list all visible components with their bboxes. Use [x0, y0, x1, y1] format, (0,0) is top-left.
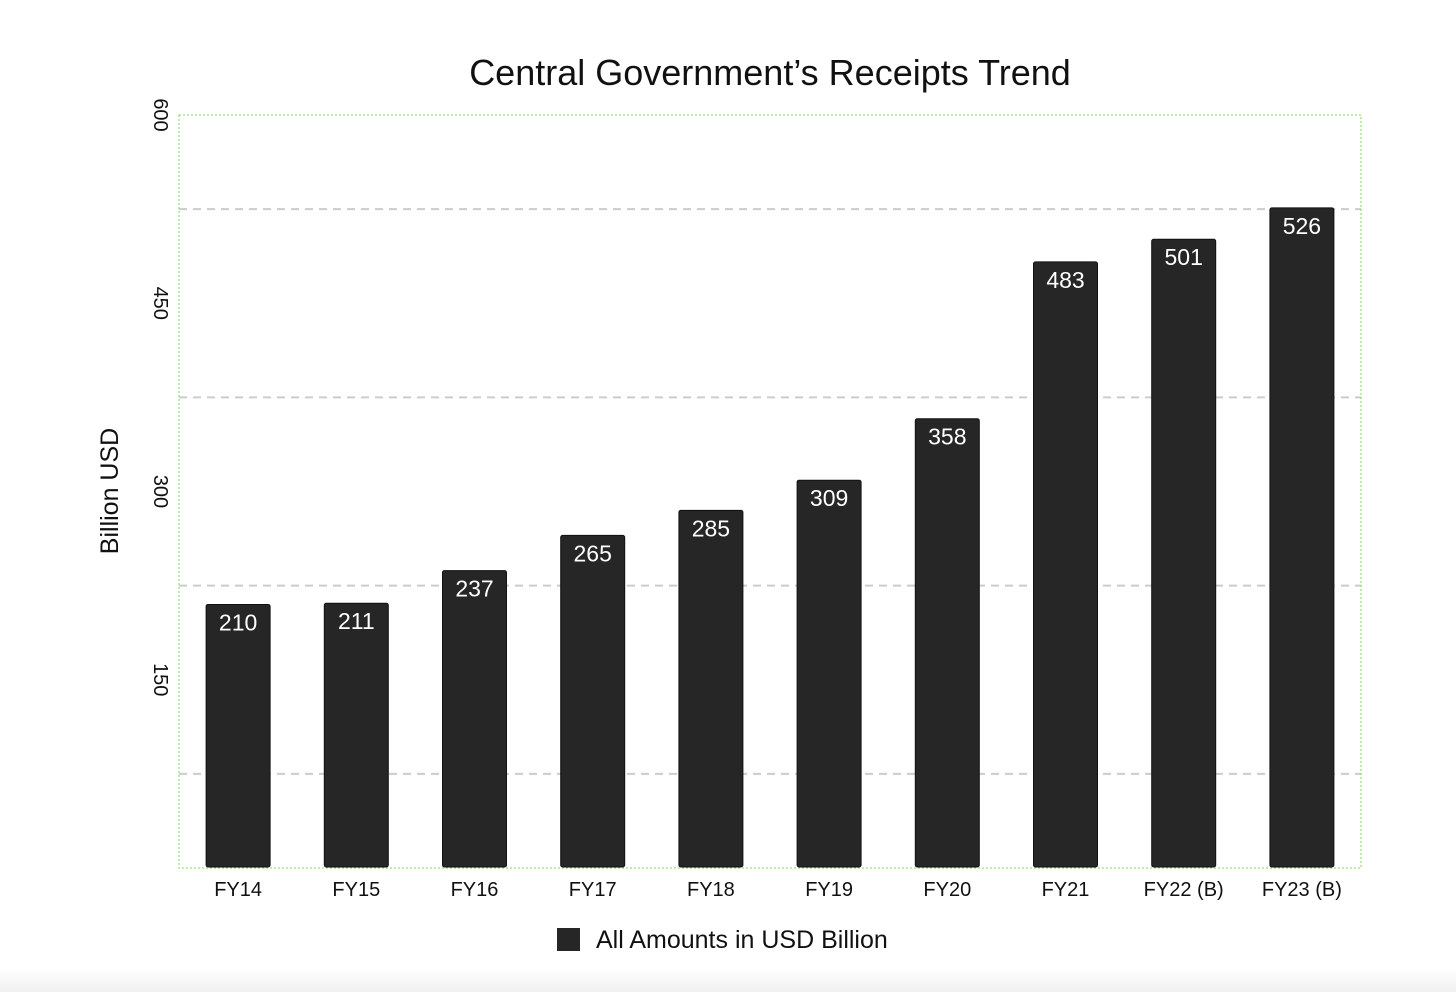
bottom-fade [0, 968, 1456, 992]
bar [678, 509, 744, 868]
x-tick-label: FY15 [332, 879, 380, 901]
bar-value-label: 526 [1283, 213, 1321, 239]
legend-label: All Amounts in USD Billion [596, 926, 888, 954]
bar [1151, 238, 1217, 868]
x-tick-label: FY23 (B) [1262, 879, 1342, 901]
x-tick-label: FY17 [569, 879, 617, 901]
bar [442, 570, 507, 868]
y-tick-label: 150 [149, 663, 171, 696]
y-axis-title: Billion USD [96, 428, 124, 554]
bar-value-label: 501 [1165, 244, 1203, 270]
bar [1033, 261, 1098, 868]
x-tick-label: FY18 [687, 879, 735, 901]
bar-value-label: 358 [928, 424, 966, 450]
bar [323, 602, 389, 868]
bar-value-label: 285 [692, 515, 730, 541]
bars [205, 207, 1335, 868]
bar [796, 479, 862, 868]
bar [1269, 207, 1335, 868]
legend: All Amounts in USD Billion [557, 926, 888, 954]
chart-title: Central Government’s Receipts Trend [469, 52, 1071, 93]
bar-data-labels: 210 211 237 265 285 309 358 483 501 526 [219, 213, 1321, 636]
y-tick-label: 600 [149, 98, 171, 131]
bar [914, 418, 980, 868]
y-tick-label: 300 [149, 475, 171, 508]
x-tick-label: FY19 [805, 879, 853, 901]
plot-frame-border [178, 114, 1362, 869]
x-tick-label: FY21 [1042, 879, 1090, 901]
bar-value-label: 237 [455, 576, 493, 602]
bar-value-label: 210 [219, 609, 257, 635]
x-tick-label: FY16 [451, 879, 499, 901]
bar [560, 534, 626, 868]
bar-value-label: 211 [338, 608, 375, 634]
x-tick-label: FY20 [923, 879, 971, 901]
y-axis-ticks: 150 300 450 600 [149, 98, 171, 696]
legend-swatch [557, 928, 580, 951]
bar-value-label: 483 [1046, 267, 1084, 293]
x-axis-categories: FY14 FY15 FY16 FY17 FY18 FY19 FY20 FY21 FY22 (B)… [214, 879, 1342, 901]
bar-value-label: 309 [810, 485, 848, 511]
x-tick-label: FY14 [214, 879, 262, 901]
plot-frame [178, 114, 1362, 869]
x-tick-label: FY22 (B) [1144, 879, 1224, 901]
y-tick-label: 450 [149, 287, 171, 320]
bar [205, 603, 271, 868]
bar-value-label: 265 [574, 540, 612, 566]
